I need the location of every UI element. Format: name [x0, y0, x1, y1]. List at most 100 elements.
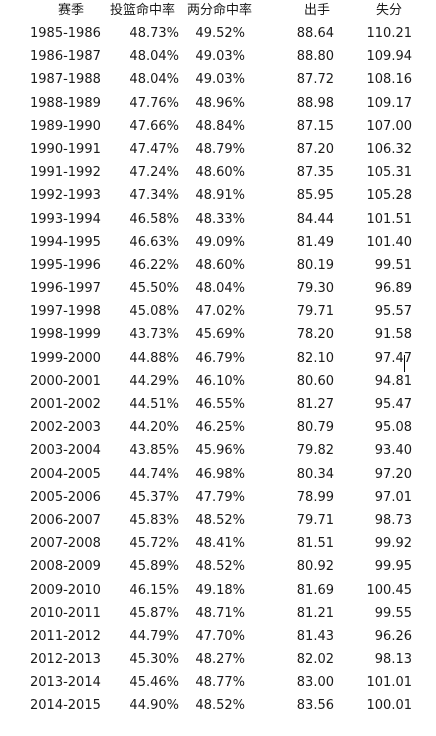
- table-row: 2003-2004 43.85% 45.96% 79.82 93.40: [0, 439, 436, 462]
- cell-points-allowed: 96.26: [374, 628, 412, 644]
- cell-fg-pct: 46.15%: [129, 582, 179, 598]
- cell-fg-pct: 48.04%: [129, 72, 179, 88]
- cell-2pt-pct: 49.52%: [195, 26, 245, 41]
- cell-2pt-pct: 48.41%: [195, 536, 245, 552]
- cell-attempts: 80.92: [296, 559, 334, 575]
- cell-points-allowed: 99.55: [374, 605, 412, 621]
- header-season: 赛季: [58, 3, 85, 18]
- cell-attempts: 79.82: [296, 443, 334, 459]
- table-row: 2010-2011 45.87% 48.71% 81.21 99.55: [0, 602, 436, 625]
- cell-attempts: 85.95: [296, 188, 334, 204]
- cell-attempts: 78.99: [296, 489, 334, 505]
- cell-points-allowed: 110.21: [366, 26, 413, 41]
- cell-fg-pct: 46.22%: [129, 257, 179, 273]
- table-row: 2005-2006 45.37% 47.79% 78.99 97.01: [0, 486, 436, 509]
- cell-season: 1992-1993: [30, 188, 101, 204]
- table-row: 2012-2013 45.30% 48.27% 82.02 98.13: [0, 648, 436, 671]
- cell-2pt-pct: 48.71%: [195, 605, 245, 621]
- cell-points-allowed: 95.47: [374, 397, 412, 412]
- cell-fg-pct: 45.37%: [129, 489, 179, 505]
- table-row: 2009-2010 46.15% 49.18% 81.69 100.45: [0, 579, 436, 602]
- cell-season: 2007-2008: [30, 536, 101, 552]
- cell-attempts: 87.72: [296, 72, 334, 88]
- cell-fg-pct: 43.73%: [129, 327, 179, 343]
- cell-attempts: 87.35: [296, 165, 334, 181]
- cell-attempts: 81.21: [296, 605, 334, 621]
- table-row: 2007-2008 45.72% 48.41% 81.51 99.92: [0, 532, 436, 555]
- cell-attempts: 79.71: [296, 512, 334, 528]
- table-row: 2013-2014 45.46% 48.77% 83.00 101.01: [0, 671, 436, 694]
- cell-season: 1999-2000: [30, 350, 101, 366]
- cell-attempts: 81.69: [296, 582, 334, 598]
- cell-2pt-pct: 48.79%: [195, 141, 245, 157]
- cell-attempts: 88.64: [296, 26, 334, 41]
- cell-points-allowed: 98.13: [374, 652, 412, 668]
- cell-attempts: 80.79: [296, 420, 334, 436]
- cell-attempts: 88.98: [296, 95, 334, 111]
- header-attempts: 出手: [304, 3, 331, 18]
- cell-2pt-pct: 49.18%: [195, 582, 245, 598]
- table-header: 赛季 投篮命中率 两分命中率 出手 失分: [0, 0, 436, 22]
- table-row: 1991-1992 47.24% 48.60% 87.35 105.31: [0, 161, 436, 184]
- cell-2pt-pct: 48.33%: [195, 211, 245, 227]
- cell-points-allowed: 99.95: [374, 559, 412, 575]
- cell-2pt-pct: 48.84%: [195, 118, 245, 134]
- table-row: 2011-2012 44.79% 47.70% 81.43 96.26: [0, 625, 436, 648]
- cell-2pt-pct: 47.79%: [195, 489, 245, 505]
- cell-season: 1987-1988: [30, 72, 101, 88]
- cell-season: 2009-2010: [30, 582, 101, 598]
- cell-season: 1994-1995: [30, 234, 101, 250]
- cell-season: 2003-2004: [30, 443, 101, 459]
- table-row: 1995-1996 46.22% 48.60% 80.19 99.51: [0, 254, 436, 277]
- cell-attempts: 81.49: [296, 234, 334, 250]
- table-row: 1998-1999 43.73% 45.69% 78.20 91.58: [0, 323, 436, 346]
- cell-attempts: 83.00: [296, 675, 334, 691]
- cell-points-allowed: 107.00: [366, 118, 413, 134]
- cell-2pt-pct: 48.52%: [195, 698, 245, 714]
- cell-points-allowed: 97.01: [374, 489, 412, 505]
- table-row: 1992-1993 47.34% 48.91% 85.95 105.28: [0, 184, 436, 207]
- cell-fg-pct: 47.76%: [129, 95, 179, 111]
- table-row: 1994-1995 46.63% 49.09% 81.49 101.40: [0, 231, 436, 254]
- cell-points-allowed: 95.57: [374, 304, 412, 320]
- cell-season: 2010-2011: [30, 605, 101, 621]
- cell-fg-pct: 44.79%: [129, 628, 179, 644]
- header-fg-pct: 投篮命中率: [110, 3, 176, 18]
- cell-season: 1993-1994: [30, 211, 101, 227]
- table-row: 2008-2009 45.89% 48.52% 80.92 99.95: [0, 555, 436, 578]
- cell-2pt-pct: 48.27%: [195, 652, 245, 668]
- cell-fg-pct: 44.88%: [129, 350, 179, 366]
- cell-fg-pct: 45.72%: [129, 536, 179, 552]
- cell-fg-pct: 44.29%: [129, 373, 179, 389]
- cell-2pt-pct: 49.03%: [195, 72, 245, 88]
- cell-points-allowed: 98.73: [374, 512, 412, 528]
- cell-season: 1986-1987: [30, 49, 101, 65]
- cell-points-allowed: 108.16: [366, 72, 413, 88]
- table-row: 2000-2001 44.29% 46.10% 80.60 94.81: [0, 370, 436, 393]
- cell-attempts: 87.20: [296, 141, 334, 157]
- cell-fg-pct: 43.85%: [129, 443, 179, 459]
- cell-points-allowed: 97.20: [374, 466, 412, 482]
- cell-season: 1989-1990: [30, 118, 101, 134]
- cell-season: 1988-1989: [30, 95, 101, 111]
- cell-fg-pct: 47.47%: [129, 141, 179, 157]
- cell-season: 2013-2014: [30, 675, 101, 691]
- table-row: 1997-1998 45.08% 47.02% 79.71 95.57: [0, 300, 436, 323]
- cell-2pt-pct: 46.10%: [195, 373, 245, 389]
- cell-2pt-pct: 46.25%: [195, 420, 245, 436]
- cell-fg-pct: 45.30%: [129, 652, 179, 668]
- table-row: 1987-1988 48.04% 49.03% 87.72 108.16: [0, 68, 436, 91]
- cell-season: 1996-1997: [30, 281, 101, 297]
- cell-season: 2005-2006: [30, 489, 101, 505]
- cell-attempts: 81.51: [296, 536, 334, 552]
- cell-2pt-pct: 46.79%: [195, 350, 245, 366]
- cell-attempts: 80.34: [296, 466, 334, 482]
- cell-2pt-pct: 48.60%: [195, 165, 245, 181]
- cell-fg-pct: 46.63%: [129, 234, 179, 250]
- cell-2pt-pct: 46.98%: [195, 466, 245, 482]
- table-row: 1986-1987 48.04% 49.03% 88.80 109.94: [0, 45, 436, 68]
- cell-2pt-pct: 48.04%: [195, 281, 245, 297]
- cell-season: 1995-1996: [30, 257, 101, 273]
- cell-points-allowed: 99.92: [374, 536, 412, 552]
- cell-points-allowed: 94.81: [374, 373, 412, 389]
